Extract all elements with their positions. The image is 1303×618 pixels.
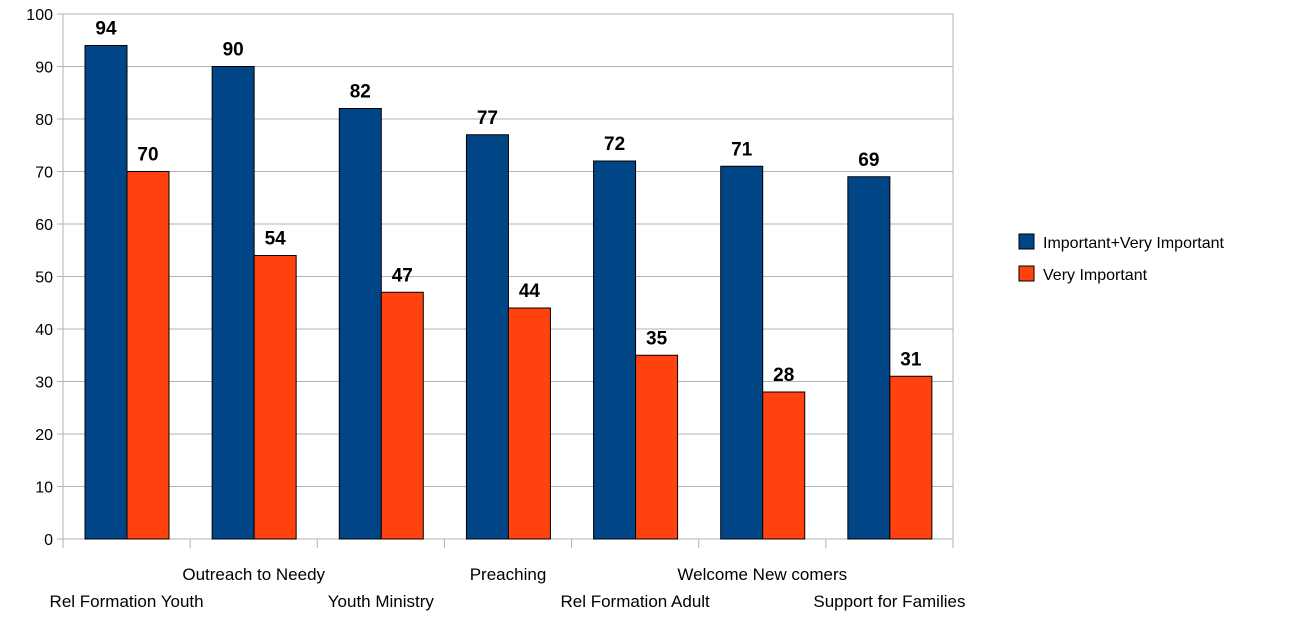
y-tick-label: 0: [44, 532, 53, 549]
legend-label: Important+Very Important: [1043, 235, 1225, 252]
bar: [338, 108, 382, 540]
bar: [465, 134, 509, 540]
y-tick-label: 70: [35, 165, 53, 182]
data-label: 94: [95, 19, 117, 40]
data-label: 44: [519, 281, 541, 302]
data-label: 28: [773, 365, 794, 386]
x-category-label: Rel Formation Adult: [560, 592, 710, 611]
bar: [507, 307, 551, 540]
legend-swatch: [1018, 265, 1035, 282]
data-label: 71: [731, 139, 753, 160]
legend: Important+Very Important Very Important: [1018, 233, 1225, 284]
y-tick-label: 30: [35, 375, 53, 392]
data-label: 69: [858, 150, 879, 171]
y-tick-label: 80: [35, 112, 53, 129]
x-category-label: Rel Formation Youth: [50, 592, 204, 611]
bar: [720, 165, 764, 540]
y-tick-label: 50: [35, 270, 53, 287]
data-label: 82: [350, 82, 371, 103]
data-label: 54: [265, 229, 287, 250]
x-category-label: Outreach to Needy: [182, 565, 325, 584]
data-labels: 94 90 82 77 72 71 69 70 54 47 44 35 28 31: [95, 19, 921, 387]
bar: [593, 160, 637, 540]
bar: [126, 171, 170, 540]
bar: [847, 176, 891, 540]
data-label: 47: [392, 265, 413, 286]
bar: [253, 255, 297, 540]
bar: [762, 391, 806, 540]
y-tick-label: 20: [35, 427, 53, 444]
bar: [211, 66, 255, 540]
y-tick-label: 40: [35, 322, 53, 339]
data-label: 72: [604, 134, 625, 155]
data-label: 77: [477, 108, 498, 129]
y-tick-label: 10: [35, 480, 53, 497]
bar: [380, 291, 424, 540]
x-category-label: Welcome New comers: [677, 565, 847, 584]
bar: [889, 375, 933, 540]
x-category-label: Support for Families: [813, 592, 965, 611]
y-tick-label: 100: [26, 7, 53, 24]
y-tick-label: 90: [35, 60, 53, 77]
data-label: 31: [900, 349, 922, 370]
bars: [84, 45, 933, 540]
y-tick-label: 60: [35, 217, 53, 234]
data-label: 90: [223, 40, 244, 61]
bar: [84, 45, 128, 540]
x-category-label: Preaching: [470, 565, 547, 584]
data-label: 70: [137, 145, 158, 166]
bar: [635, 354, 679, 540]
legend-label: Very Important: [1043, 267, 1148, 284]
data-label: 35: [646, 328, 668, 349]
legend-swatch: [1018, 233, 1035, 250]
axes: 0 10 20 30 40 50 60 70 80 90 100 Rel Formation Yout…: [26, 7, 965, 611]
x-category-label: Youth Ministry: [328, 592, 435, 611]
